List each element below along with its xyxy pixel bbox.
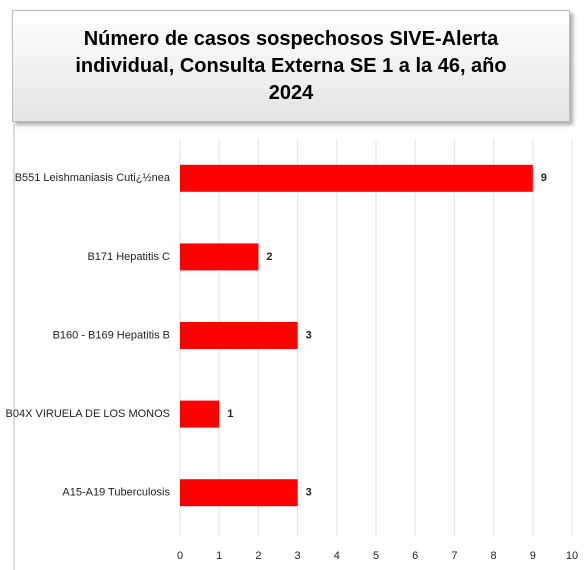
x-tick-label: 10 [566,550,578,562]
x-tick-label: 1 [216,550,222,562]
chart-title: Número de casos sospechosos SIVE-Alerta … [75,27,507,104]
data-label: 1 [227,408,233,420]
bar [180,322,298,349]
x-tick-label: 6 [412,550,418,562]
data-label: 3 [306,487,312,499]
x-tick-label: 2 [255,550,261,562]
y-tick-label: B04X VIRUELA DE LOS MONOS [6,408,170,420]
data-label: 3 [306,329,312,341]
title-box: Número de casos sospechosos SIVE-Alerta … [12,10,570,122]
x-tick-label: 3 [295,550,301,562]
y-tick-label: A15-A19 Tuberculosis [62,487,170,499]
x-tick-label: 0 [177,550,183,562]
bar [180,400,220,428]
x-tick-label: 9 [530,550,536,562]
data-label: 2 [266,251,272,263]
bar [180,479,298,507]
x-tick-label: 8 [491,550,497,562]
y-tick-label: B160 - B169 Hepatitis B [53,329,170,341]
bar [180,243,259,271]
x-tick-label: 7 [451,550,457,562]
bar [180,164,533,192]
x-tick-label: 4 [334,550,340,562]
x-tick-label: 5 [373,550,379,562]
y-tick-label: B551 Leishmaniasis Cuti¿½nea [15,172,171,184]
y-tick-label: B171 Hepatitis C [87,251,170,263]
data-label: 9 [541,172,547,184]
